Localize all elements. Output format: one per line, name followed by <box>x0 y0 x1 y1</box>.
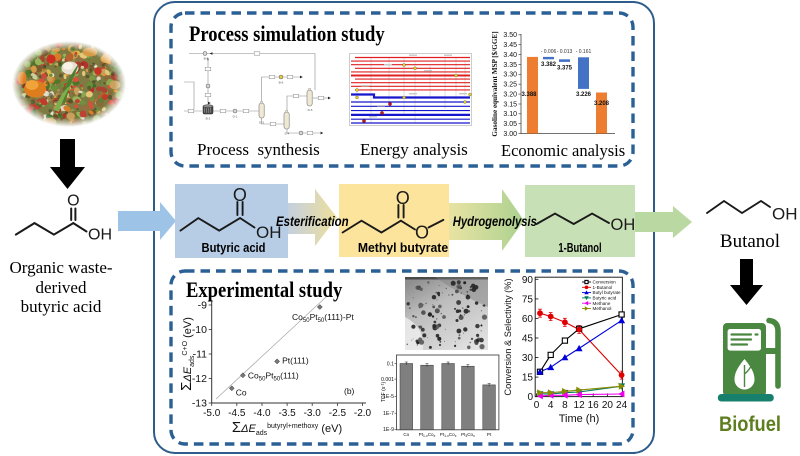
svg-text:-3.0: -3.0 <box>304 408 322 419</box>
svg-text:3.226: 3.226 <box>576 92 592 98</box>
svg-text:3.40: 3.40 <box>503 52 517 59</box>
svg-text:3.25: 3.25 <box>503 82 517 89</box>
svg-text:Methane: Methane <box>593 301 611 306</box>
svg-text:D-1: D-1 <box>233 115 238 119</box>
svg-text:24: 24 <box>616 400 628 411</box>
svg-text:ΣΔEadsC+O (eV): ΣΔEadsC+O (eV) <box>180 317 196 391</box>
svg-text:3.375: 3.375 <box>557 66 573 72</box>
svg-text:O: O <box>396 188 410 208</box>
svg-text:Methanol: Methanol <box>593 306 612 311</box>
svg-text:Butyric acid: Butyric acid <box>593 296 617 301</box>
svg-text:-9: -9 <box>198 300 207 312</box>
svg-text:Conversion: Conversion <box>593 280 617 285</box>
svg-text:- 0.161: - 0.161 <box>576 49 592 55</box>
svg-text:D-3: D-3 <box>259 121 264 125</box>
svg-text:OH: OH <box>611 216 636 234</box>
svg-text:Pt1-xCox: Pt1-xCox <box>440 432 457 438</box>
svg-text:0.1: 0.1 <box>387 362 394 368</box>
svg-text:O: O <box>67 193 79 210</box>
svg-text:16: 16 <box>588 400 600 411</box>
svg-text:1E-5: 1E-5 <box>383 394 394 400</box>
svg-text:75: 75 <box>522 294 534 305</box>
svg-text:Co: Co <box>403 432 409 437</box>
svg-text:TOF (s-1): TOF (s-1) <box>381 382 388 403</box>
svg-text:-2.0: -2.0 <box>354 408 372 419</box>
svg-text:D-4: D-4 <box>285 132 290 136</box>
svg-text:3.30: 3.30 <box>503 72 517 79</box>
svg-text:-4.5: -4.5 <box>228 408 246 419</box>
svg-text:Co50Pt50(111)-Pt: Co50Pt50(111)-Pt <box>292 312 354 324</box>
svg-text:B-6: B-6 <box>279 81 284 85</box>
svg-text:Pt: Pt <box>487 432 492 437</box>
svg-text:Co50Pt50(111): Co50Pt50(111) <box>248 370 299 382</box>
svg-text:0: 0 <box>527 392 533 403</box>
svg-text:OH: OH <box>88 227 112 244</box>
svg-text:0: 0 <box>534 400 540 411</box>
svg-text:12: 12 <box>574 400 586 411</box>
svg-text:20: 20 <box>602 400 614 411</box>
svg-text:60: 60 <box>522 314 534 325</box>
svg-text:Co: Co <box>236 387 247 397</box>
svg-text:15: 15 <box>522 373 534 384</box>
svg-text:-13: -13 <box>192 398 207 410</box>
svg-text:-3.5: -3.5 <box>278 408 296 419</box>
svg-text:8: 8 <box>562 400 568 411</box>
svg-text:30: 30 <box>522 353 534 364</box>
svg-text:1-Butanol: 1-Butanol <box>593 285 613 290</box>
svg-text:OH: OH <box>256 223 282 242</box>
svg-text:4: 4 <box>548 400 554 411</box>
svg-text:3.382: 3.382 <box>541 62 557 68</box>
svg-text:-12: -12 <box>192 373 207 385</box>
svg-text:Pt3Cox: Pt3Cox <box>461 432 475 438</box>
svg-text:B-2: B-2 <box>206 117 211 121</box>
svg-text:3.208: 3.208 <box>594 101 610 107</box>
svg-text:3.00: 3.00 <box>503 131 517 138</box>
svg-text:-5.0: -5.0 <box>203 408 221 419</box>
svg-text:0.001: 0.001 <box>381 377 394 383</box>
svg-text:ΣΔEadsbutyryl+methoxy (eV): ΣΔEadsbutyryl+methoxy (eV) <box>232 419 342 437</box>
svg-text:D-5: D-5 <box>308 108 313 112</box>
svg-text:1E-7: 1E-7 <box>383 411 394 417</box>
svg-text:3.15: 3.15 <box>503 101 517 108</box>
svg-text:-10: -10 <box>192 324 207 336</box>
svg-text:3.05: 3.05 <box>503 121 517 128</box>
svg-text:Gasoline equivalent MSP [$/GGE: Gasoline equivalent MSP [$/GGE] <box>491 31 499 136</box>
svg-text:3.45: 3.45 <box>503 42 517 49</box>
svg-text:OH: OH <box>772 205 798 224</box>
svg-text:1E-9: 1E-9 <box>383 427 394 433</box>
svg-text:45: 45 <box>522 334 534 345</box>
svg-text:Butyl butyrate: Butyl butyrate <box>593 290 622 295</box>
svg-text:Time (h): Time (h) <box>559 413 600 425</box>
svg-text:O: O <box>415 223 429 243</box>
svg-text:Pt(111): Pt(111) <box>282 355 309 365</box>
svg-text:(b): (b) <box>344 386 355 396</box>
svg-text:3.50: 3.50 <box>503 32 517 39</box>
svg-text:3.35: 3.35 <box>503 62 517 69</box>
svg-text:Pt1-xCox: Pt1-xCox <box>419 432 436 438</box>
svg-text:3.388: 3.388 <box>521 92 537 98</box>
svg-text:3.20: 3.20 <box>503 92 517 99</box>
svg-text:3.10: 3.10 <box>503 111 517 118</box>
svg-text:Conversion & Selectivity (%): Conversion & Selectivity (%) <box>503 278 513 395</box>
svg-text:- 0.013: - 0.013 <box>557 49 573 55</box>
svg-text:-4.0: -4.0 <box>253 408 271 419</box>
svg-text:90: 90 <box>522 275 534 286</box>
svg-text:-2.5: -2.5 <box>329 408 347 419</box>
svg-text:O: O <box>233 185 247 205</box>
svg-text:-11: -11 <box>193 349 208 361</box>
svg-text:B-8: B-8 <box>204 57 209 61</box>
svg-text:- 0.006: - 0.006 <box>541 49 557 55</box>
